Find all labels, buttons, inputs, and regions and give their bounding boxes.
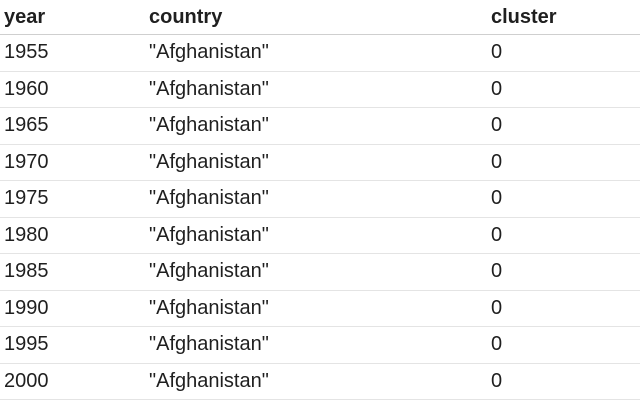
cell-country: "Afghanistan" (149, 296, 269, 319)
cell-year: 1960 (4, 77, 49, 100)
cell-year: 1995 (4, 333, 49, 356)
table-row: 1995 "Afghanistan" 0 (0, 327, 640, 364)
cell-year: 1955 (4, 41, 49, 64)
cell-cluster: 0 (491, 369, 503, 392)
cell-year: 1975 (4, 187, 49, 210)
cell-country: "Afghanistan" (149, 150, 269, 173)
cell-cluster: 0 (491, 114, 503, 137)
cell-country: "Afghanistan" (149, 114, 269, 137)
cell-cluster: 0 (491, 77, 503, 100)
cell-year: 1980 (4, 223, 49, 246)
table-row: 1955 "Afghanistan" 0 (0, 35, 640, 72)
cell-country: "Afghanistan" (149, 77, 269, 100)
cell-year: 1965 (4, 114, 49, 137)
column-header-country: country (149, 5, 223, 28)
table-row: 1970 "Afghanistan" 0 (0, 145, 640, 181)
cell-year: 1970 (4, 150, 49, 173)
cell-cluster: 0 (491, 223, 503, 246)
cell-country: "Afghanistan" (149, 369, 269, 392)
cell-cluster: 0 (491, 187, 503, 210)
cell-cluster: 0 (491, 260, 503, 283)
cell-year: 2000 (4, 369, 49, 392)
table-row: 1990 "Afghanistan" 0 (0, 291, 640, 327)
cell-cluster: 0 (491, 150, 503, 173)
cell-country: "Afghanistan" (149, 260, 269, 283)
cell-country: "Afghanistan" (149, 187, 269, 210)
table-row: 1965 "Afghanistan" 0 (0, 108, 640, 145)
cell-country: "Afghanistan" (149, 41, 269, 64)
cell-year: 1990 (4, 296, 49, 319)
column-header-cluster: cluster (491, 5, 557, 28)
cell-year: 1985 (4, 260, 49, 283)
cell-cluster: 0 (491, 41, 503, 64)
table-row: 1960 "Afghanistan" 0 (0, 72, 640, 108)
table-row: 1985 "Afghanistan" 0 (0, 254, 640, 291)
cell-country: "Afghanistan" (149, 223, 269, 246)
table-row: 1980 "Afghanistan" 0 (0, 218, 640, 254)
column-header-year: year (4, 5, 46, 28)
table-row: 1975 "Afghanistan" 0 (0, 181, 640, 218)
cell-cluster: 0 (491, 333, 503, 356)
table-header-row: year country cluster (0, 0, 640, 35)
cell-cluster: 0 (491, 296, 503, 319)
table-row: 2000 "Afghanistan" 0 (0, 364, 640, 400)
cell-country: "Afghanistan" (149, 333, 269, 356)
